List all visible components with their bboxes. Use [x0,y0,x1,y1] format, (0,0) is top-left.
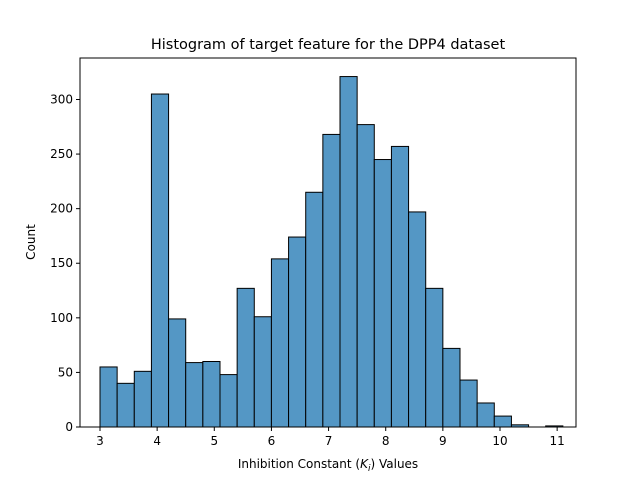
x-axis-ticks: 3 4 5 6 7 8 9 10 11 [96,427,565,448]
histogram-bar [373,159,392,428]
y-tick-label: 200 [50,202,73,216]
histogram-bar [253,316,272,428]
x-tick-label: 9 [439,434,447,448]
y-tick-label: 100 [50,311,73,325]
histogram-bar [390,145,410,428]
y-axis-label: Count [24,224,38,260]
x-tick-label: 8 [382,434,390,448]
x-tick-label: 10 [492,434,507,448]
histogram-bar [442,347,461,428]
histogram-bar [99,366,118,428]
x-tick-label: 6 [268,434,276,448]
x-axis-label-symbol: K [360,457,369,471]
y-tick-label: 50 [58,365,73,379]
histogram-bar [408,211,427,428]
y-tick-label: 150 [50,256,73,270]
histogram-bar [185,362,204,428]
x-axis-label: Inhibition Constant (Ki) Values [238,457,418,474]
bars [99,76,564,428]
y-tick-label: 250 [50,147,73,161]
chart-title: Histogram of target feature for the DPP4… [151,37,506,53]
histogram-bar [288,236,307,428]
y-tick-label: 0 [65,420,73,434]
y-axis-ticks: 0 50 100 150 200 250 300 [50,92,80,434]
x-tick-label: 3 [96,434,104,448]
x-tick-label: 5 [210,434,218,448]
x-axis-label-suffix: ) Values [370,457,418,471]
x-axis-label-prefix: Inhibition Constant ( [238,457,360,471]
histogram-bar [236,287,255,428]
histogram-bar [270,258,290,428]
histogram-bar [476,402,495,428]
y-tick-label: 300 [50,92,73,106]
histogram-bar [339,76,358,428]
histogram-bar [459,379,478,428]
histogram-bar [168,318,187,428]
x-tick-label: 4 [153,434,161,448]
histogram-bar [322,133,341,428]
histogram-bar [202,360,221,428]
histogram-bar [133,370,152,428]
histogram-bar [219,374,238,428]
histogram-bar [425,287,444,428]
plot-frame [79,57,577,428]
histogram-bar [116,382,135,428]
histogram-bar [150,93,170,428]
x-tick-label: 11 [550,434,565,448]
x-tick-label: 7 [325,434,333,448]
x-axis-label-subscript: i [368,464,371,474]
histogram-bar [493,415,512,428]
histogram-bar [356,124,375,428]
histogram-bar [305,191,324,428]
